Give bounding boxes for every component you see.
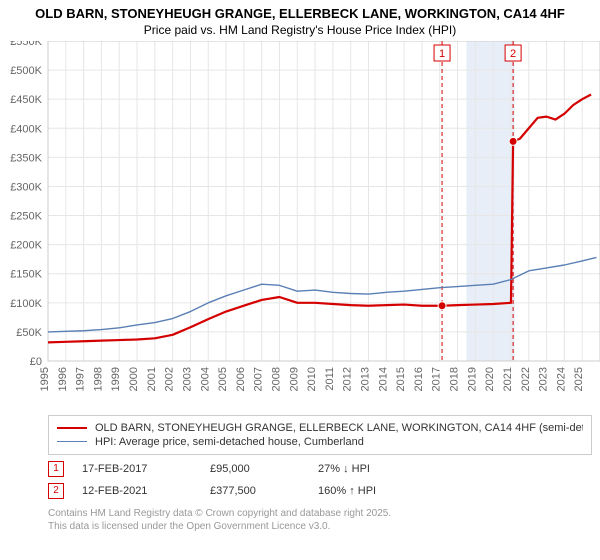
svg-text:2009: 2009 (288, 367, 300, 391)
svg-text:2012: 2012 (342, 367, 354, 391)
svg-text:£100K: £100K (10, 298, 42, 310)
svg-text:1998: 1998 (92, 367, 104, 391)
svg-text:£200K: £200K (10, 240, 42, 252)
svg-text:1996: 1996 (57, 367, 69, 391)
svg-text:2005: 2005 (217, 367, 229, 391)
svg-text:2011: 2011 (324, 367, 336, 391)
sale-marker: 2 (48, 483, 64, 499)
legend-item: HPI: Average price, semi-detached house,… (57, 435, 583, 449)
svg-text:2025: 2025 (573, 367, 585, 391)
svg-text:1999: 1999 (110, 367, 122, 391)
footer-line-1: Contains HM Land Registry data © Crown c… (48, 507, 592, 520)
chart-title: OLD BARN, STONEYHEUGH GRANGE, ELLERBECK … (0, 0, 600, 23)
svg-text:£0: £0 (30, 356, 42, 368)
svg-text:£500K: £500K (10, 65, 42, 77)
sale-marker: 1 (48, 461, 64, 477)
svg-text:2019: 2019 (466, 367, 478, 391)
legend-item: OLD BARN, STONEYHEUGH GRANGE, ELLERBECK … (57, 421, 583, 435)
svg-text:2002: 2002 (164, 367, 176, 391)
legend-swatch (57, 441, 87, 442)
footer-attribution: Contains HM Land Registry data © Crown c… (48, 507, 592, 533)
svg-text:2024: 2024 (555, 367, 567, 391)
chart-subtitle: Price paid vs. HM Land Registry's House … (0, 23, 600, 41)
footer-line-2: This data is licensed under the Open Gov… (48, 520, 592, 533)
svg-text:£150K: £150K (10, 269, 42, 281)
svg-text:2: 2 (510, 48, 516, 60)
svg-text:2008: 2008 (270, 367, 282, 391)
sale-date: 17-FEB-2017 (82, 463, 192, 475)
svg-text:1995: 1995 (39, 367, 51, 391)
svg-text:2021: 2021 (502, 367, 514, 391)
svg-text:£400K: £400K (10, 123, 42, 135)
svg-text:2000: 2000 (128, 367, 140, 391)
sale-price: £95,000 (210, 463, 300, 475)
chart-container: OLD BARN, STONEYHEUGH GRANGE, ELLERBECK … (0, 0, 600, 560)
svg-text:2014: 2014 (377, 367, 389, 391)
legend-label: OLD BARN, STONEYHEUGH GRANGE, ELLERBECK … (95, 422, 583, 434)
svg-text:2016: 2016 (413, 367, 425, 391)
svg-text:2010: 2010 (306, 367, 318, 391)
sale-record: 2 12-FEB-2021 £377,500 160% ↑ HPI (48, 483, 592, 499)
svg-text:1: 1 (439, 48, 445, 60)
sale-date: 12-FEB-2021 (82, 485, 192, 497)
svg-text:2017: 2017 (431, 367, 443, 391)
svg-text:£50K: £50K (16, 327, 42, 339)
svg-text:1997: 1997 (75, 367, 87, 391)
sale-vs-hpi: 27% ↓ HPI (318, 463, 428, 475)
svg-text:£550K: £550K (10, 41, 42, 48)
svg-text:£250K: £250K (10, 210, 42, 222)
svg-text:2003: 2003 (181, 367, 193, 391)
svg-text:£450K: £450K (10, 94, 42, 106)
svg-text:2015: 2015 (395, 367, 407, 391)
legend: OLD BARN, STONEYHEUGH GRANGE, ELLERBECK … (48, 415, 592, 455)
svg-text:2006: 2006 (235, 367, 247, 391)
sale-record: 1 17-FEB-2017 £95,000 27% ↓ HPI (48, 461, 592, 477)
svg-text:2007: 2007 (253, 367, 265, 391)
legend-swatch (57, 427, 87, 429)
svg-text:2022: 2022 (520, 367, 532, 391)
svg-text:£350K: £350K (10, 152, 42, 164)
svg-text:2023: 2023 (538, 367, 550, 391)
svg-text:2004: 2004 (199, 367, 211, 391)
svg-text:2018: 2018 (449, 367, 461, 391)
sale-vs-hpi: 160% ↑ HPI (318, 485, 428, 497)
chart-plot-area: £0 £50K £100K £150K £200K £250K £300K £350K £400… (0, 41, 600, 409)
legend-label: HPI: Average price, semi-detached house,… (95, 436, 364, 448)
sale-price: £377,500 (210, 485, 300, 497)
svg-text:£300K: £300K (10, 181, 42, 193)
svg-text:2013: 2013 (360, 367, 372, 391)
svg-text:2020: 2020 (484, 367, 496, 391)
svg-text:2001: 2001 (146, 367, 158, 391)
